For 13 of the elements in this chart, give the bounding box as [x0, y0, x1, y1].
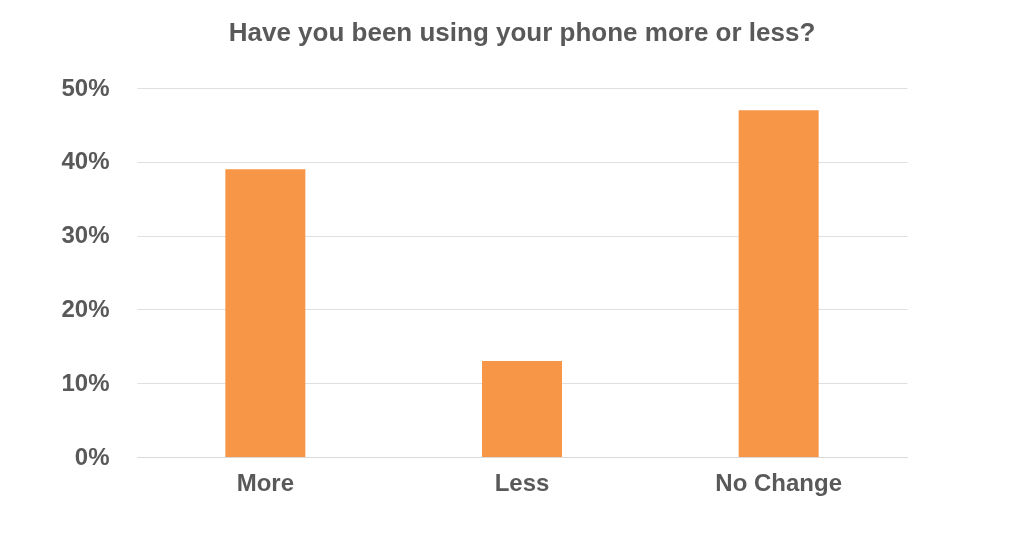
- chart-title: Have you been using your phone more or less?: [228, 17, 816, 47]
- y-tick-label: 10%: [61, 368, 110, 396]
- y-tick-label: 20%: [61, 294, 110, 322]
- y-tick-label: 0%: [74, 442, 110, 470]
- y-tick-label: 30%: [61, 221, 110, 249]
- bar: [738, 110, 819, 457]
- y-tick-label: 50%: [61, 73, 110, 101]
- x-tick-label: No Change: [715, 468, 842, 496]
- bar: [482, 361, 562, 457]
- x-tick-label: Less: [494, 468, 550, 496]
- y-tick-label: 40%: [61, 147, 110, 175]
- bar: [225, 169, 306, 457]
- x-tick-label: More: [236, 468, 295, 496]
